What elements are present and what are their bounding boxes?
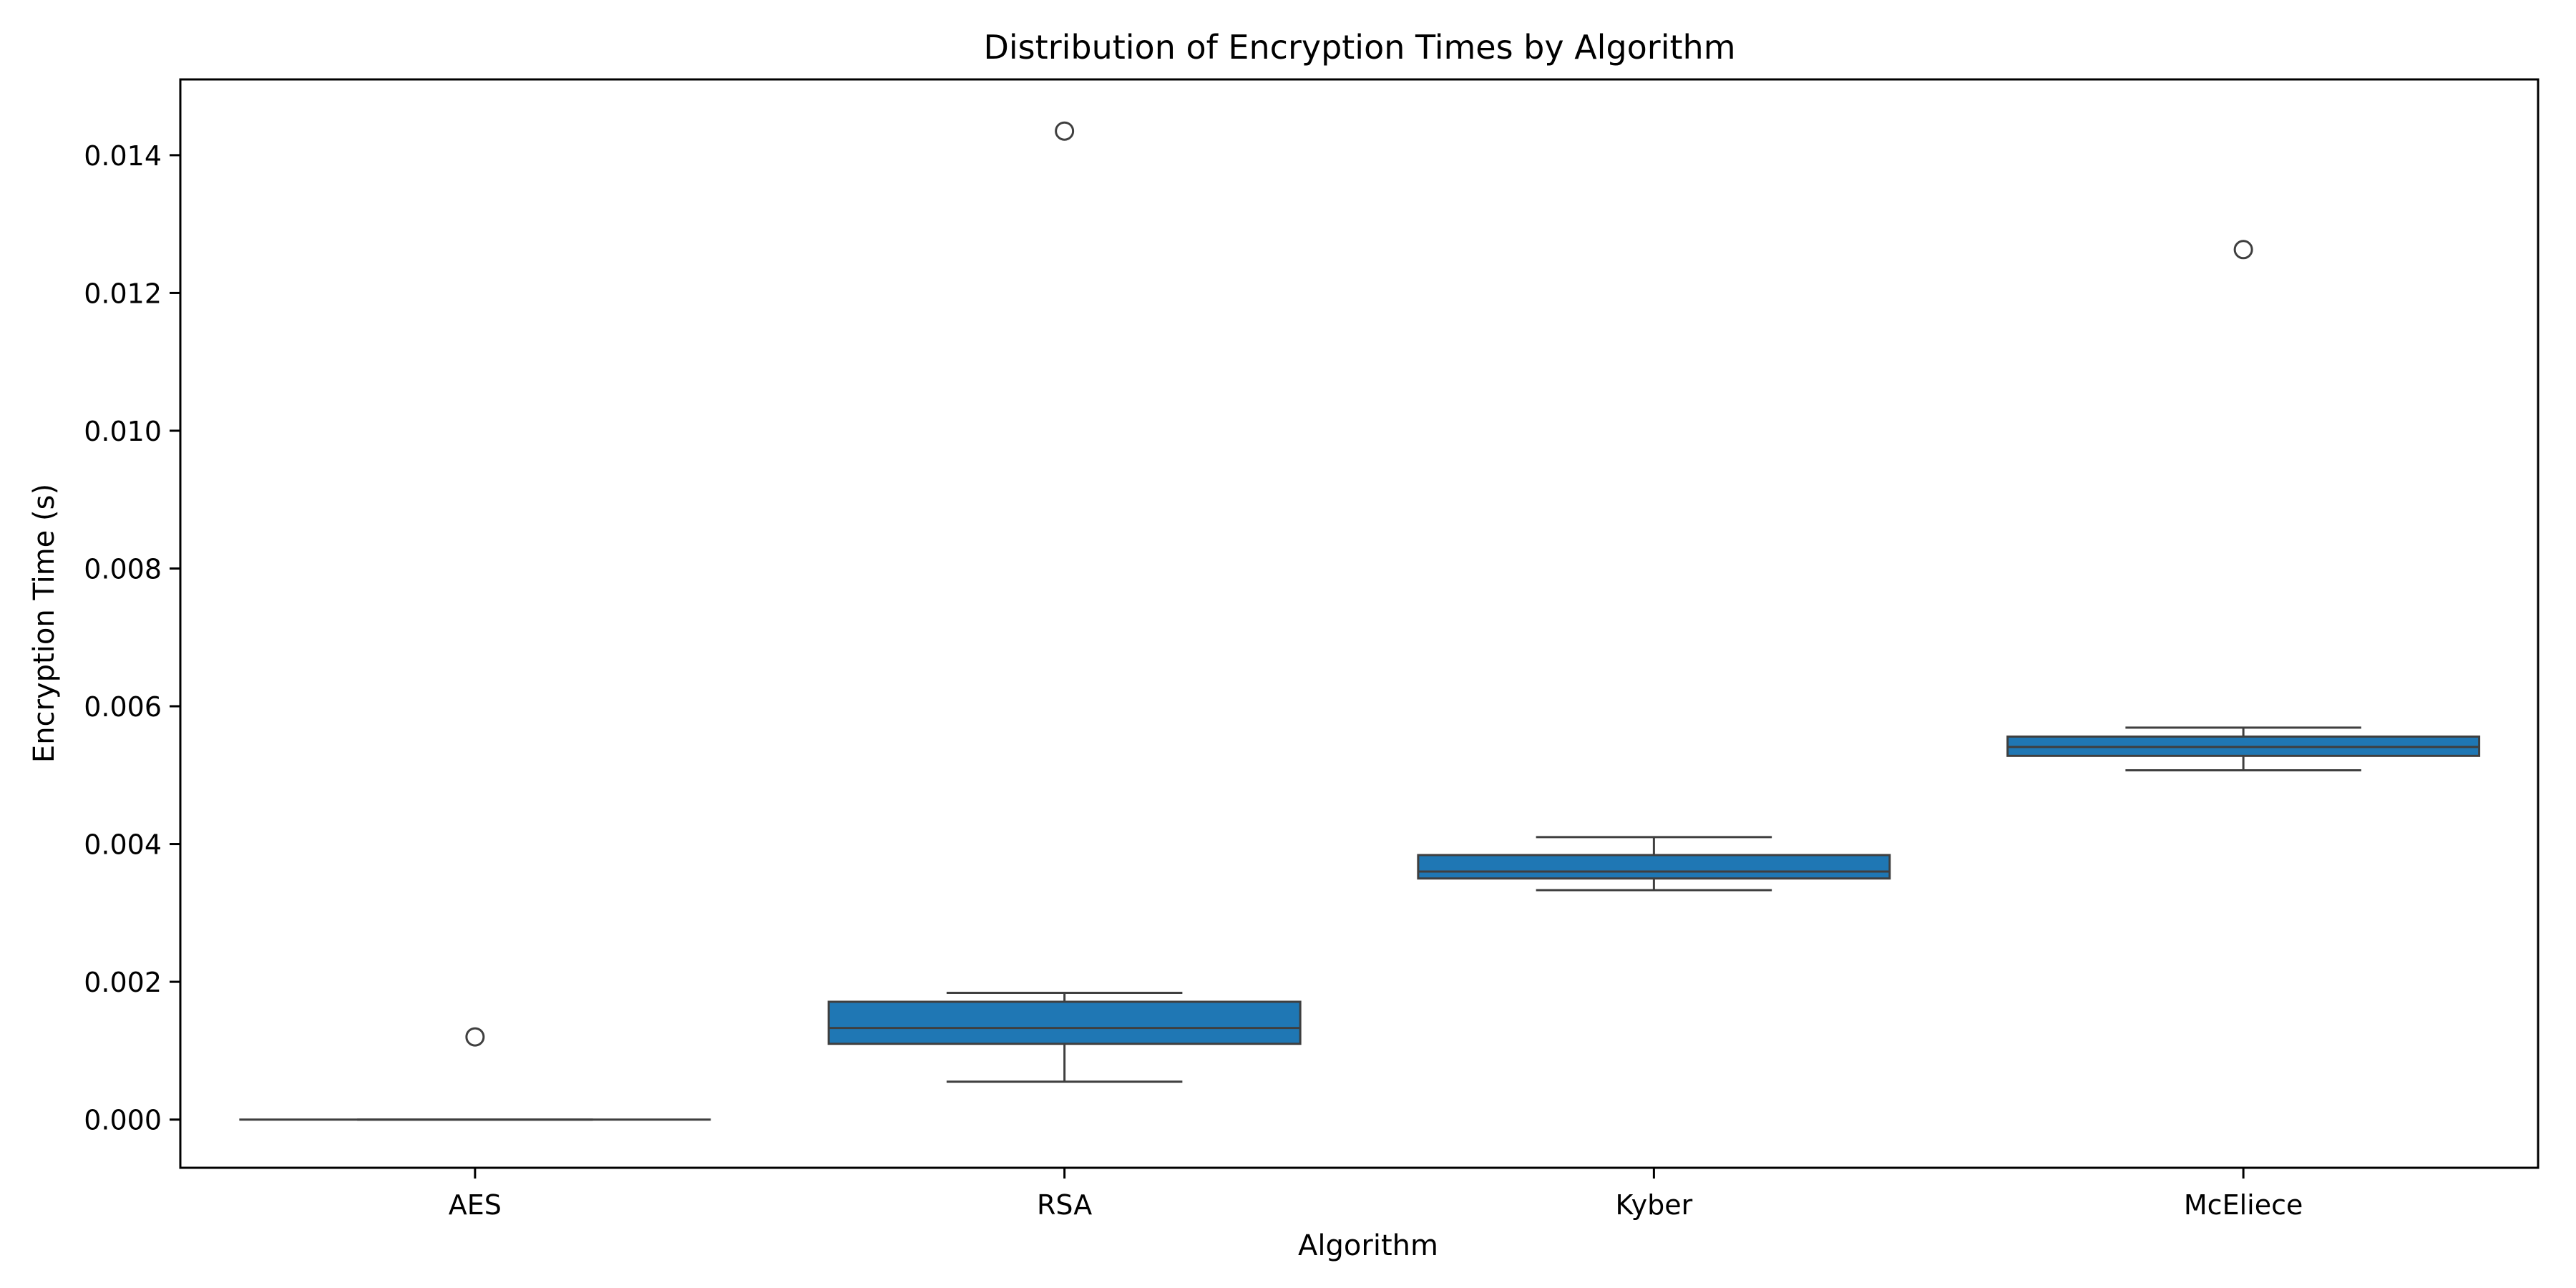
y-tick-label: 0.006 xyxy=(84,691,162,723)
plot-area-frame xyxy=(179,78,2540,1169)
y-tick-label: 0.012 xyxy=(84,278,162,309)
y-tick-label: 0.000 xyxy=(84,1105,162,1136)
y-axis: 0.000 0.002 0.004 0.006 0.008 0.010 0.012 0.014 xyxy=(84,140,180,1136)
box-rsa xyxy=(827,1000,1302,1045)
box-group-kyber xyxy=(1417,836,1891,892)
y-tick-label: 0.010 xyxy=(84,416,162,447)
outlier-point-rsa xyxy=(1055,121,1075,141)
outlier-point-mceliece xyxy=(2233,240,2253,260)
box-group-mceliece xyxy=(2006,726,2481,772)
y-tick-label: 0.014 xyxy=(84,140,162,172)
y-tick-label: 0.002 xyxy=(84,967,162,998)
outliers-layer xyxy=(465,121,2253,1047)
box-group-rsa xyxy=(827,991,1302,1083)
x-tick-label: McEliece xyxy=(2184,1189,2303,1221)
y-tick-label: 0.008 xyxy=(84,553,162,585)
boxes-layer xyxy=(239,726,2481,1121)
x-tick-label: Kyber xyxy=(1615,1189,1692,1221)
x-tick-label: AES xyxy=(449,1189,502,1221)
box-kyber xyxy=(1417,854,1891,880)
chart-title: Distribution of Encryption Times by Algo… xyxy=(983,28,1735,67)
x-axis-title: Algorithm xyxy=(1298,1229,1438,1262)
outlier-point-aes xyxy=(465,1027,485,1047)
x-tick-label: RSA xyxy=(1037,1189,1092,1221)
y-tick-label: 0.004 xyxy=(84,829,162,861)
y-axis-title: Encryption Time (s) xyxy=(28,484,61,763)
x-axis: AES RSA Kyber McEliece xyxy=(449,1168,2303,1221)
